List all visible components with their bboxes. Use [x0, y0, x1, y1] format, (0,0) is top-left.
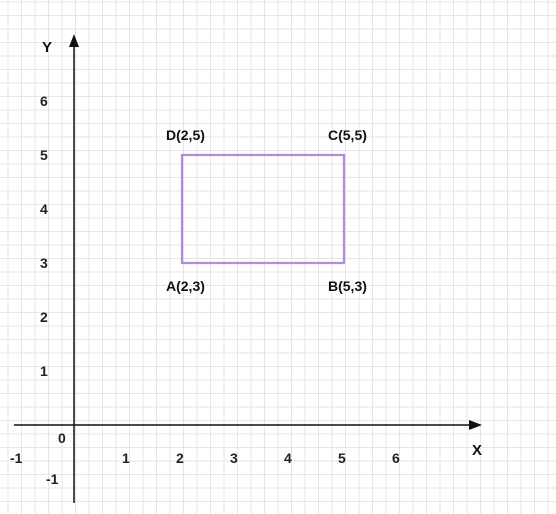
- x-tick-label: 5: [338, 450, 346, 466]
- y-tick-label: 4: [40, 201, 48, 217]
- x-tick-label: -1: [10, 450, 23, 466]
- vertex-label: C(5,5): [328, 127, 367, 143]
- vertex-label: A(2,3): [166, 278, 205, 294]
- y-axis-label: Y: [42, 39, 52, 56]
- x-tick-label: 3: [230, 450, 238, 466]
- origin-label: 0: [58, 430, 66, 446]
- x-tick-label: 6: [392, 450, 400, 466]
- x-tick-label: 4: [284, 450, 292, 466]
- vertex-labels: A(2,3) B(5,3) C(5,5) D(2,5): [166, 127, 367, 294]
- x-axis-label: X: [472, 442, 482, 459]
- x-tick-label: 1: [122, 450, 130, 466]
- vertex-label: D(2,5): [166, 127, 205, 143]
- y-axis-arrow-icon: [69, 34, 79, 47]
- rectangle-abcd: [180, 153, 346, 265]
- y-tick-labels: 6 5 4 3 2 1 -1: [40, 93, 59, 487]
- y-tick-label: 1: [40, 363, 48, 379]
- x-tick-labels: -1 1 2 3 4 5 6: [10, 450, 400, 466]
- x-axis-arrow-icon: [469, 420, 482, 430]
- x-tick-label: 2: [176, 450, 184, 466]
- y-tick-label: -1: [46, 471, 59, 487]
- y-tick-label: 2: [40, 309, 48, 325]
- y-tick-label: 6: [40, 93, 48, 109]
- vertex-label: B(5,3): [328, 278, 367, 294]
- y-tick-label: 5: [40, 147, 48, 163]
- y-tick-label: 3: [40, 255, 48, 271]
